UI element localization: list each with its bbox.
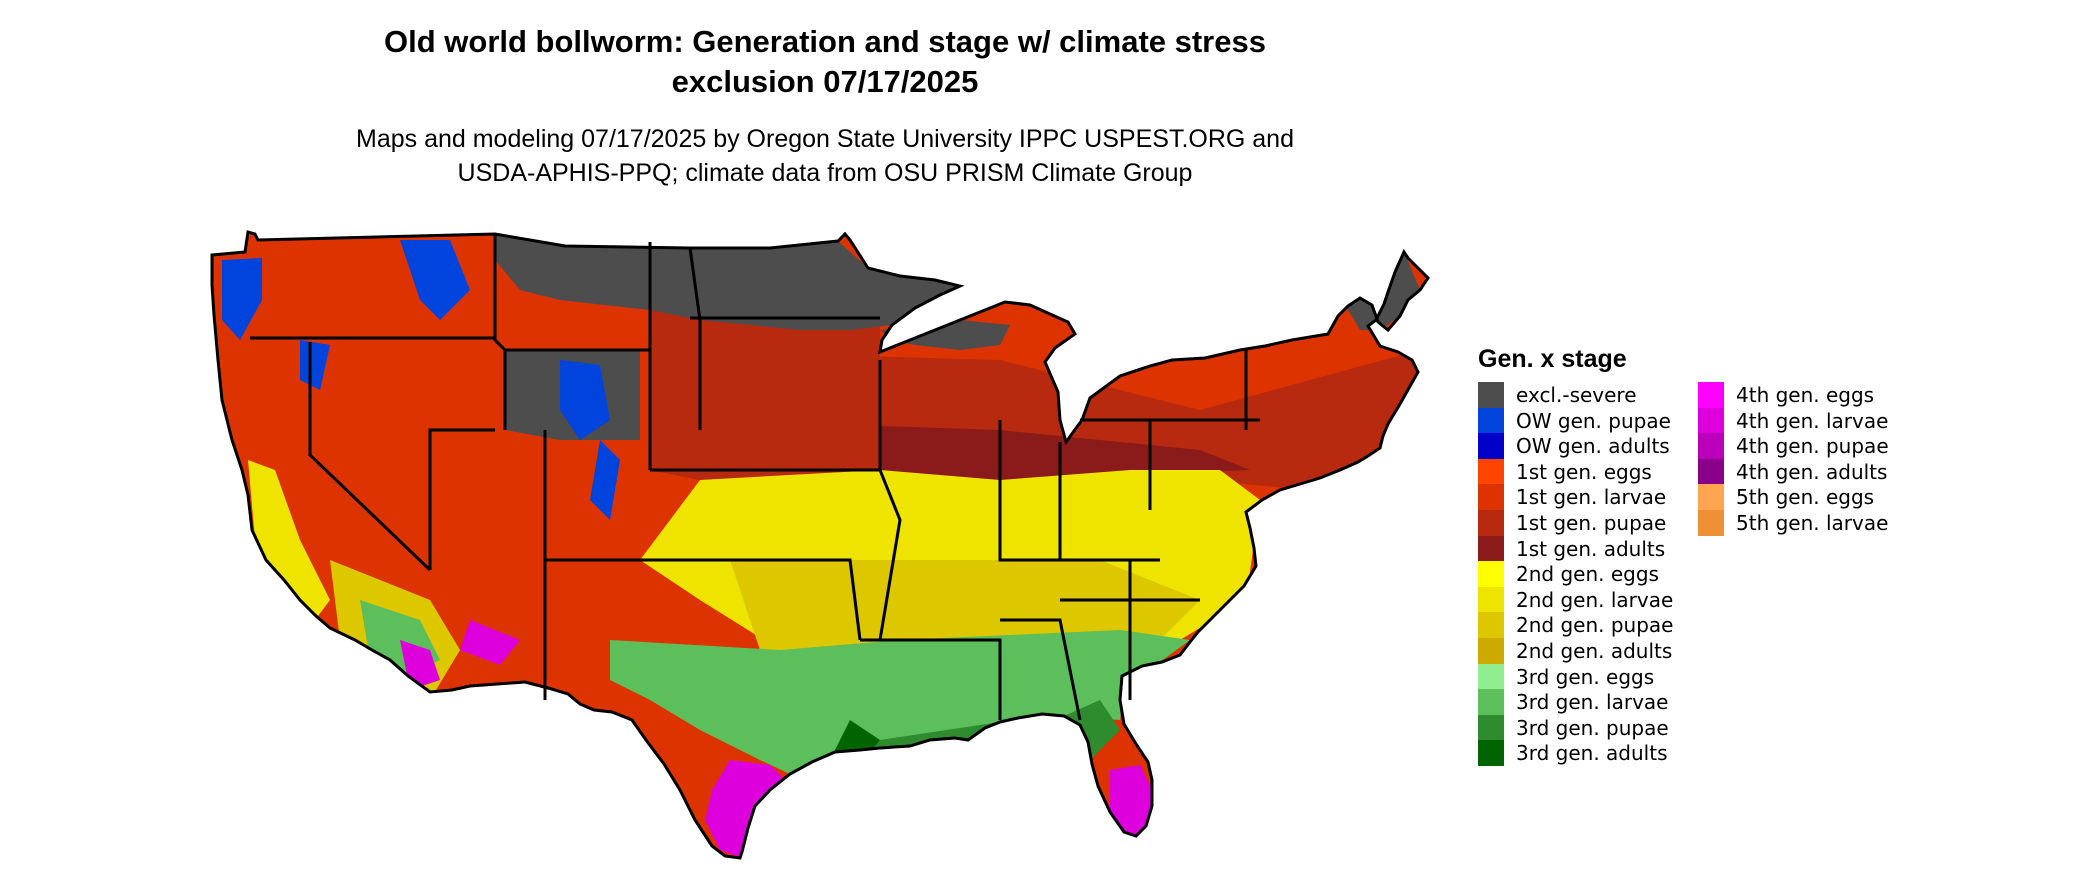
legend-color-swatch	[1478, 664, 1504, 690]
legend-title: Gen. x stage	[1478, 344, 1627, 374]
legend-color-swatch	[1478, 459, 1504, 485]
legend-label: 5th gen. larvae	[1736, 512, 1888, 534]
legend-label: OW gen. pupae	[1516, 410, 1671, 432]
legend-label: 1st gen. larvae	[1516, 486, 1666, 508]
legend-item: 2nd gen. pupae	[1478, 612, 1698, 638]
legend-label: 4th gen. eggs	[1736, 384, 1874, 406]
legend-color-swatch	[1698, 408, 1724, 434]
legend-item: 4th gen. larvae	[1698, 408, 1918, 434]
legend-color-swatch	[1478, 510, 1504, 536]
legend-label: 3rd gen. pupae	[1516, 717, 1669, 739]
legend-color-swatch	[1478, 740, 1504, 766]
legend-color-swatch	[1478, 484, 1504, 510]
legend-label: OW gen. adults	[1516, 435, 1670, 457]
map-legend: Gen. x stage excl.-severe OW gen. pupae OW…	[1478, 340, 1948, 780]
legend-color-swatch	[1698, 459, 1724, 485]
legend-color-swatch	[1478, 433, 1504, 459]
map-zones	[200, 225, 1450, 890]
legend-label: 2nd gen. adults	[1516, 640, 1672, 662]
legend-item: 1st gen. larvae	[1478, 484, 1698, 510]
legend-color-swatch	[1698, 433, 1724, 459]
us-map-svg	[200, 225, 1450, 890]
legend-color-swatch	[1478, 715, 1504, 741]
legend-item: 3rd gen. larvae	[1478, 689, 1698, 715]
legend-item: 1st gen. eggs	[1478, 459, 1698, 485]
legend-color-swatch	[1698, 484, 1724, 510]
legend-label: 1st gen. eggs	[1516, 461, 1652, 483]
legend-item: 5th gen. larvae	[1698, 510, 1918, 536]
legend-item: OW gen. pupae	[1478, 408, 1698, 434]
legend-item: 4th gen. pupae	[1698, 433, 1918, 459]
legend-item: 5th gen. eggs	[1698, 484, 1918, 510]
legend-column-1: excl.-severe OW gen. pupae OW gen. adults 1…	[1478, 382, 1698, 766]
legend-color-swatch	[1478, 536, 1504, 562]
legend-label: 2nd gen. larvae	[1516, 589, 1673, 611]
legend-label: 5th gen. eggs	[1736, 486, 1874, 508]
legend-color-swatch	[1698, 382, 1724, 408]
legend-item: excl.-severe	[1478, 382, 1698, 408]
us-map	[200, 225, 1450, 890]
legend-color-swatch	[1478, 612, 1504, 638]
legend-item: 2nd gen. adults	[1478, 638, 1698, 664]
legend-color-swatch	[1478, 408, 1504, 434]
map-subtitle-line-1: Maps and modeling 07/17/2025 by Oregon S…	[300, 122, 1350, 156]
legend-color-swatch	[1478, 561, 1504, 587]
legend-item: OW gen. adults	[1478, 433, 1698, 459]
legend-item: 2nd gen. larvae	[1478, 587, 1698, 613]
legend-label: 1st gen. pupae	[1516, 512, 1666, 534]
map-title-line-2: exclusion 07/17/2025	[300, 62, 1350, 102]
legend-label: 2nd gen. pupae	[1516, 614, 1673, 636]
legend-item: 3rd gen. adults	[1478, 740, 1698, 766]
map-subtitle-line-2: USDA-APHIS-PPQ; climate data from OSU PR…	[300, 156, 1350, 190]
legend-label: 1st gen. adults	[1516, 538, 1665, 560]
legend-label: 4th gen. adults	[1736, 461, 1887, 483]
legend-column-2: 4th gen. eggs 4th gen. larvae 4th gen. pup…	[1698, 382, 1918, 536]
legend-label: 4th gen. pupae	[1736, 435, 1889, 457]
legend-item: 2nd gen. eggs	[1478, 561, 1698, 587]
legend-label: 3rd gen. eggs	[1516, 666, 1654, 688]
legend-label: 4th gen. larvae	[1736, 410, 1888, 432]
map-subtitle: Maps and modeling 07/17/2025 by Oregon S…	[300, 122, 1350, 190]
legend-item: 1st gen. adults	[1478, 536, 1698, 562]
legend-label: 3rd gen. larvae	[1516, 691, 1668, 713]
legend-label: excl.-severe	[1516, 384, 1637, 406]
legend-label: 3rd gen. adults	[1516, 742, 1667, 764]
legend-item: 1st gen. pupae	[1478, 510, 1698, 536]
map-title-line-1: Old world bollworm: Generation and stage…	[300, 22, 1350, 62]
map-title: Old world bollworm: Generation and stage…	[300, 22, 1350, 102]
legend-color-swatch	[1478, 689, 1504, 715]
legend-label: 2nd gen. eggs	[1516, 563, 1659, 585]
legend-item: 3rd gen. eggs	[1478, 664, 1698, 690]
legend-color-swatch	[1478, 638, 1504, 664]
legend-item: 4th gen. eggs	[1698, 382, 1918, 408]
legend-color-swatch	[1478, 587, 1504, 613]
legend-item: 4th gen. adults	[1698, 459, 1918, 485]
legend-item: 3rd gen. pupae	[1478, 715, 1698, 741]
legend-color-swatch	[1478, 382, 1504, 408]
legend-color-swatch	[1698, 510, 1724, 536]
